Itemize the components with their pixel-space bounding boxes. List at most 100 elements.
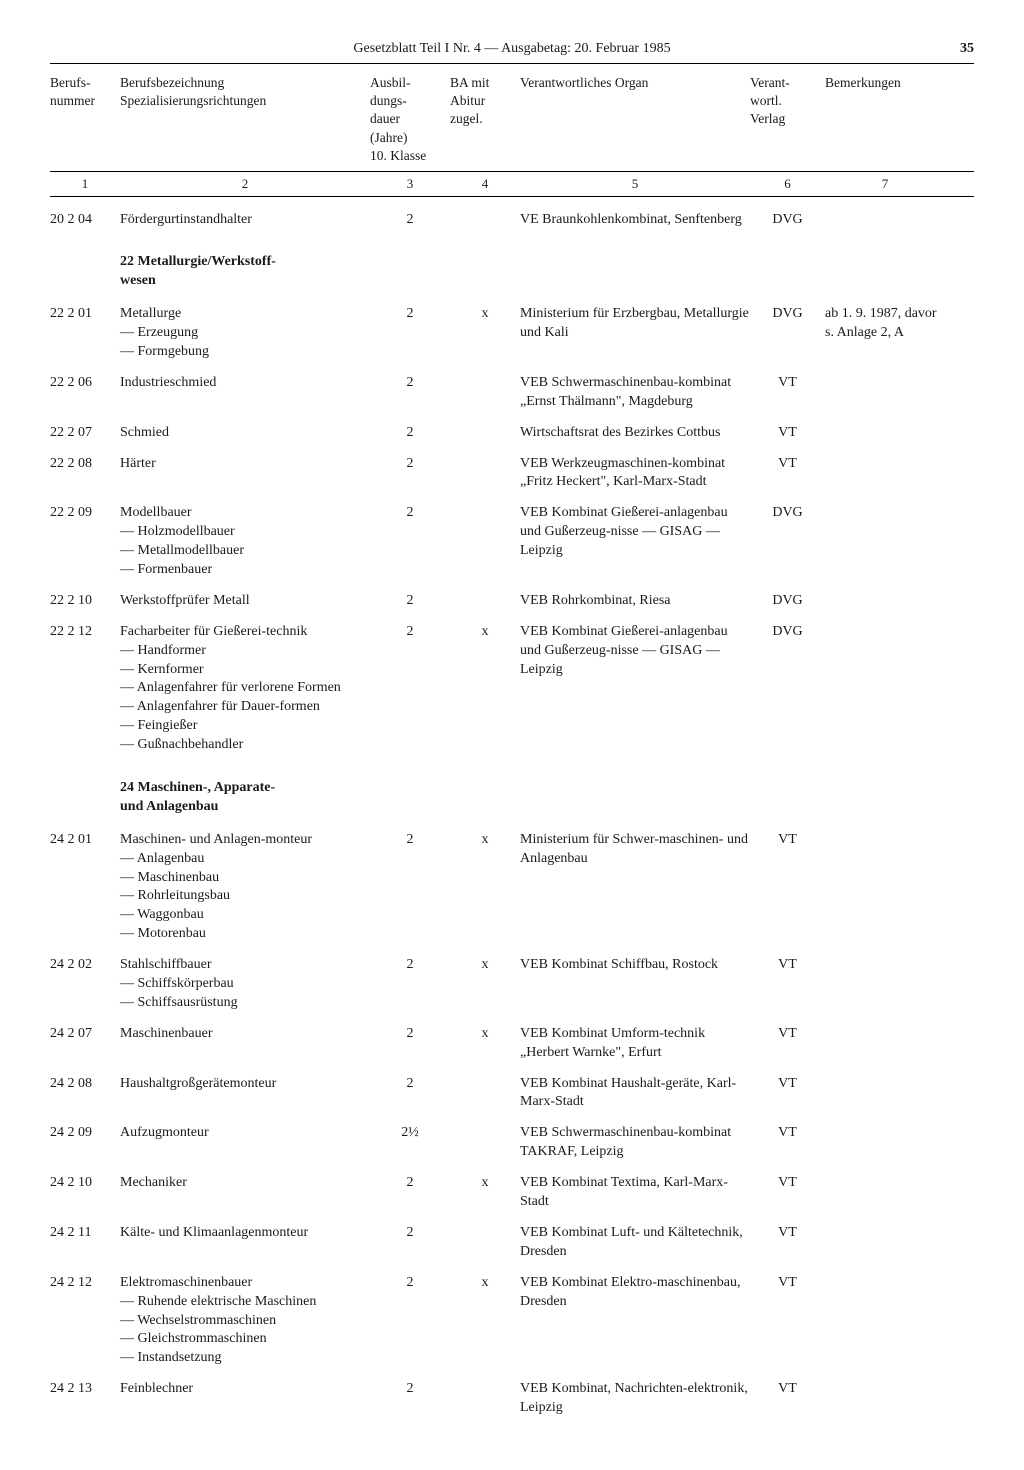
cell-duration: 2 <box>370 1380 450 1399</box>
cell-num: 24 2 11 <box>50 1224 120 1243</box>
list-item: Gußnachbehandler <box>120 736 370 755</box>
cell-duration: 2 <box>370 956 450 975</box>
list-item: Maschinenbau <box>120 869 370 888</box>
column-numbers: 1 2 3 4 5 6 7 <box>50 175 974 197</box>
table-row: 22 2 01MetallurgeErzeugungFormgebung2xMi… <box>50 305 974 362</box>
cell-ba: x <box>450 1025 520 1044</box>
cell-org: VEB Kombinat Schiffbau, Rostock <box>520 956 750 975</box>
cell-org: VE Braunkohlenkombinat, Senftenberg <box>520 211 750 230</box>
cell-name: Maschinenbauer <box>120 1025 370 1044</box>
cell-num: 22 2 08 <box>50 455 120 474</box>
cell-name: Härter <box>120 455 370 474</box>
col-header-6: Verant- wortl. Verlag <box>750 74 825 165</box>
cell-name: Maschinen- und Anlagen-monteurAnlagenbau… <box>120 831 370 944</box>
cell-verlag: VT <box>750 1124 825 1143</box>
list-item: Handformer <box>120 642 370 661</box>
specialization-list: SchiffskörperbauSchiffsausrüstung <box>120 975 370 1013</box>
cell-name: ElektromaschinenbauerRuhende elektrische… <box>120 1274 370 1368</box>
table-row: 24 2 09Aufzugmonteur2½VEB Schwermaschine… <box>50 1124 974 1162</box>
section-header: 24 Maschinen-, Apparate- und Anlagenbau <box>50 779 974 817</box>
cell-num: 24 2 02 <box>50 956 120 975</box>
cell-duration: 2 <box>370 1174 450 1193</box>
col-num-3: 3 <box>370 175 450 193</box>
cell-verlag: VT <box>750 831 825 850</box>
list-item: Holzmodellbauer <box>120 523 370 542</box>
cell-name: Industrieschmied <box>120 374 370 393</box>
specialization-list: AnlagenbauMaschinenbauRohrleitungsbauWag… <box>120 850 370 944</box>
cell-ba: x <box>450 623 520 642</box>
table-row: 20 2 04Fördergurtinstandhalter2VE Braunk… <box>50 211 974 230</box>
cell-org: VEB Kombinat Umform-technik „Herbert War… <box>520 1025 750 1063</box>
list-item: Ruhende elektrische Maschinen <box>120 1293 370 1312</box>
cell-duration: 2 <box>370 1025 450 1044</box>
col-header-2: Berufsbezeichnung Spezialisierungsrichtu… <box>120 74 370 165</box>
cell-name: Fördergurtinstandhalter <box>120 211 370 230</box>
list-item: Motorenbau <box>120 925 370 944</box>
cell-duration: 2 <box>370 1224 450 1243</box>
list-item: Gleichstrommaschinen <box>120 1330 370 1349</box>
table-row: 22 2 08Härter2 VEB Werkzeugmaschinen-komb… <box>50 455 974 493</box>
cell-org: VEB Kombinat Haushalt-geräte, Karl-Marx-… <box>520 1075 750 1113</box>
column-headers: Berufs- nummer Berufsbezeichnung Spezial… <box>50 74 974 172</box>
col-header-4: BA mit Abitur zugel. <box>450 74 520 165</box>
table-body: 20 2 04Fördergurtinstandhalter 2 VE Braunk… <box>50 211 974 1418</box>
cell-org: VEB Kombinat Gießerei-anlagenbau und Guß… <box>520 504 750 561</box>
cell-duration: 2 <box>370 592 450 611</box>
specialization-list: ErzeugungFormgebung <box>120 324 370 362</box>
specialization-list: HolzmodellbauerMetallmodellbauerFormenba… <box>120 523 370 580</box>
list-item: Anlagenfahrer für verlorene Formen <box>120 679 370 698</box>
table-row: 24 2 10Mechaniker2xVEB Kombinat Textima,… <box>50 1174 974 1212</box>
section-title: 24 Maschinen-, Apparate- und Anlagenbau <box>120 779 370 817</box>
table-row: 24 2 07Maschinenbauer2xVEB Kombinat Umfo… <box>50 1025 974 1063</box>
cell-verlag: VT <box>750 455 825 474</box>
cell-num: 24 2 09 <box>50 1124 120 1143</box>
cell-duration: 2½ <box>370 1124 450 1143</box>
table-row: 22 2 07Schmied2Wirtschaftsrat des Bezirk… <box>50 424 974 443</box>
cell-name: Aufzugmonteur <box>120 1124 370 1143</box>
cell-remark: ab 1. 9. 1987, davor s. Anlage 2, A <box>825 305 945 343</box>
cell-name: Facharbeiter für Gießerei-technikHandfor… <box>120 623 370 755</box>
cell-num: 22 2 07 <box>50 424 120 443</box>
cell-name: ModellbauerHolzmodellbauerMetallmodellba… <box>120 504 370 580</box>
section-title: 22 Metallurgie/Werkstoff- wesen <box>120 253 370 291</box>
list-item: Schiffsausrüstung <box>120 994 370 1013</box>
list-item: Feingießer <box>120 717 370 736</box>
cell-name: Mechaniker <box>120 1174 370 1193</box>
cell-ba: x <box>450 1274 520 1293</box>
cell-duration: 2 <box>370 623 450 642</box>
list-item: Formgebung <box>120 343 370 362</box>
cell-org: VEB Werkzeugmaschinen-kombinat „Fritz He… <box>520 455 750 493</box>
list-item: Schiffskörperbau <box>120 975 370 994</box>
col-num-1: 1 <box>50 175 120 193</box>
cell-num: 22 2 12 <box>50 623 120 642</box>
cell-name: MetallurgeErzeugungFormgebung <box>120 305 370 362</box>
cell-verlag: DVG <box>750 305 825 324</box>
table-row: 22 2 09ModellbauerHolzmodellbauerMetallm… <box>50 504 974 580</box>
cell-org: VEB Kombinat, Nachrichten-elektronik, Le… <box>520 1380 750 1418</box>
cell-duration: 2 <box>370 831 450 850</box>
cell-duration: 2 <box>370 1274 450 1293</box>
page-number: 35 <box>934 40 974 59</box>
specialization-list: HandformerKernformerAnlagenfahrer für ve… <box>120 642 370 755</box>
cell-duration: 2 <box>370 305 450 324</box>
cell-duration: 2 <box>370 374 450 393</box>
col-header-7: Bemerkungen <box>825 74 945 165</box>
cell-org: VEB Schwermaschinenbau-kombinat „Ernst T… <box>520 374 750 412</box>
cell-num: 24 2 01 <box>50 831 120 850</box>
cell-num: 24 2 13 <box>50 1380 120 1399</box>
cell-name: Kälte- und Klimaanlagenmonteur <box>120 1224 370 1243</box>
cell-duration: 2 <box>370 455 450 474</box>
table-row: 24 2 02StahlschiffbauerSchiffskörperbauS… <box>50 956 974 1013</box>
cell-num: 20 2 04 <box>50 211 120 230</box>
cell-duration: 2 <box>370 1075 450 1094</box>
cell-verlag: VT <box>750 1224 825 1243</box>
cell-verlag: DVG <box>750 504 825 523</box>
col-num-6: 6 <box>750 175 825 193</box>
table-row: 24 2 08Haushaltgroßgerätemonteur2VEB Kom… <box>50 1075 974 1113</box>
cell-name: StahlschiffbauerSchiffskörperbauSchiffsa… <box>120 956 370 1013</box>
cell-ba: x <box>450 305 520 324</box>
cell-verlag: VT <box>750 424 825 443</box>
cell-verlag: VT <box>750 1025 825 1044</box>
cell-verlag: DVG <box>750 623 825 642</box>
cell-duration: 2 <box>370 424 450 443</box>
